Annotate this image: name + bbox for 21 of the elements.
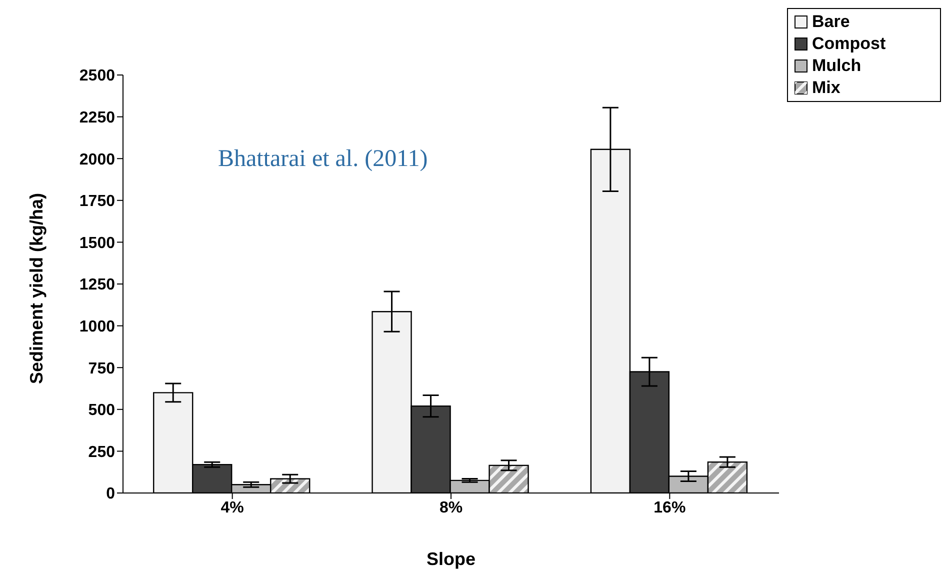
legend-label: Bare bbox=[812, 11, 850, 33]
y-tick-label: 1000 bbox=[79, 318, 116, 336]
y-tick-label: 0 bbox=[106, 486, 116, 503]
y-tick-label: 1500 bbox=[79, 234, 116, 252]
legend-label: Mulch bbox=[812, 55, 862, 77]
x-tick-label: 16% bbox=[654, 499, 686, 516]
x-tick-label: 8% bbox=[439, 499, 463, 516]
x-tick-label: 4% bbox=[220, 499, 244, 516]
y-axis-title: Sediment yield (kg/ha) bbox=[26, 192, 46, 384]
x-axis-title: Slope bbox=[426, 549, 476, 569]
annotation: Bhattarai et al. (2011) bbox=[218, 146, 428, 173]
y-tick-label: 1750 bbox=[79, 193, 116, 210]
y-tick-label: 500 bbox=[88, 402, 116, 420]
y-tick-label: 1250 bbox=[79, 276, 116, 294]
y-tick-label: 2000 bbox=[79, 151, 116, 168]
legend-label: Compost bbox=[812, 33, 886, 55]
y-tick-label: 250 bbox=[88, 444, 116, 461]
legend-label: Mix bbox=[812, 77, 840, 99]
y-tick-label: 2250 bbox=[79, 109, 116, 126]
y-tick-label: 750 bbox=[88, 360, 116, 378]
y-tick-label: 2500 bbox=[79, 68, 116, 85]
